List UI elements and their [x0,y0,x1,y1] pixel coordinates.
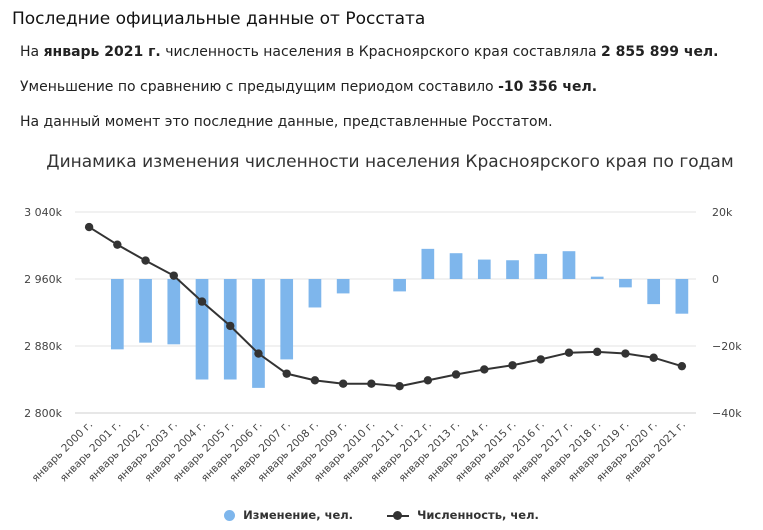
bar-change [336,279,350,294]
page-heading: Последние официальные данные от Росстата [12,9,426,29]
bar-change [506,260,519,279]
point-population [338,379,348,388]
point-population [508,361,517,370]
bar-change [421,248,435,279]
summary-note: На данный момент это последние данные, п… [20,114,553,130]
point-population [197,297,207,306]
summary-population: На январь 2021 г. численность населения … [20,44,719,60]
bar-change [308,279,322,308]
point-population [169,271,178,280]
point-population [226,321,235,331]
y-left-tick-label: 2 880k [24,340,62,353]
summary-period: январь 2021 г. [43,44,161,60]
legend-bar-marker-icon [224,509,236,521]
chart-legend: Изменение, чел. Численность, чел. [0,508,763,522]
line-population [88,226,683,388]
bar-change [393,279,406,292]
legend-label-population: Численность, чел. [417,508,539,522]
point-population [367,379,376,388]
bar-change [619,279,632,288]
bar-change [110,279,124,350]
y-right-tick-label: 0 [712,273,719,286]
point-population [480,365,489,374]
point-population [423,376,433,385]
bar-change [449,253,463,279]
point-population [282,369,291,378]
point-population [649,353,658,362]
y-right-tick-label: 20k [712,206,733,219]
bar-change [139,279,152,343]
y-right-tick-label: −40k [712,407,742,420]
summary-population-value: 2 855 899 чел. [601,44,719,60]
legend-item-change[interactable]: Изменение, чел. [224,508,353,522]
point-population [113,240,122,249]
legend-label-change: Изменение, чел. [243,508,354,522]
bar-change [280,279,294,360]
bar-change [477,259,491,279]
legend-line-marker-icon [387,510,410,521]
point-population [536,355,545,364]
point-population [254,349,263,358]
bar-change [252,279,265,388]
point-population [621,349,630,358]
legend-item-population[interactable]: Численность, чел. [387,508,539,522]
bar-change [647,279,661,305]
bar-change [562,251,576,279]
y-right-tick-label: −20k [712,340,742,353]
point-population [593,347,602,357]
summary-change-value: -10 356 чел. [498,79,598,95]
point-population [84,222,94,232]
bar-change [675,279,689,314]
bar-change [167,279,181,345]
chart-title: Динамика изменения численности населения… [46,152,734,172]
point-population [564,348,574,357]
summary-p1-middle: численность населения в Красноярского кр… [160,44,602,60]
point-population [141,256,150,265]
y-left-tick-label: 2 960k [24,273,62,286]
bar-change [195,279,209,380]
y-left-tick-label: 2 800k [24,407,62,420]
y-left-tick-label: 3 040k [24,206,62,219]
point-population [677,361,687,371]
summary-p2-prefix: Уменьшение по сравнению с предыдущим пер… [20,79,499,95]
point-population [395,382,404,391]
summary-p1-prefix: На [20,44,44,60]
bar-change [534,253,548,279]
point-population [451,370,461,379]
point-population [310,376,320,385]
bar-change [590,276,604,279]
summary-change: Уменьшение по сравнению с предыдущим пер… [20,79,597,95]
